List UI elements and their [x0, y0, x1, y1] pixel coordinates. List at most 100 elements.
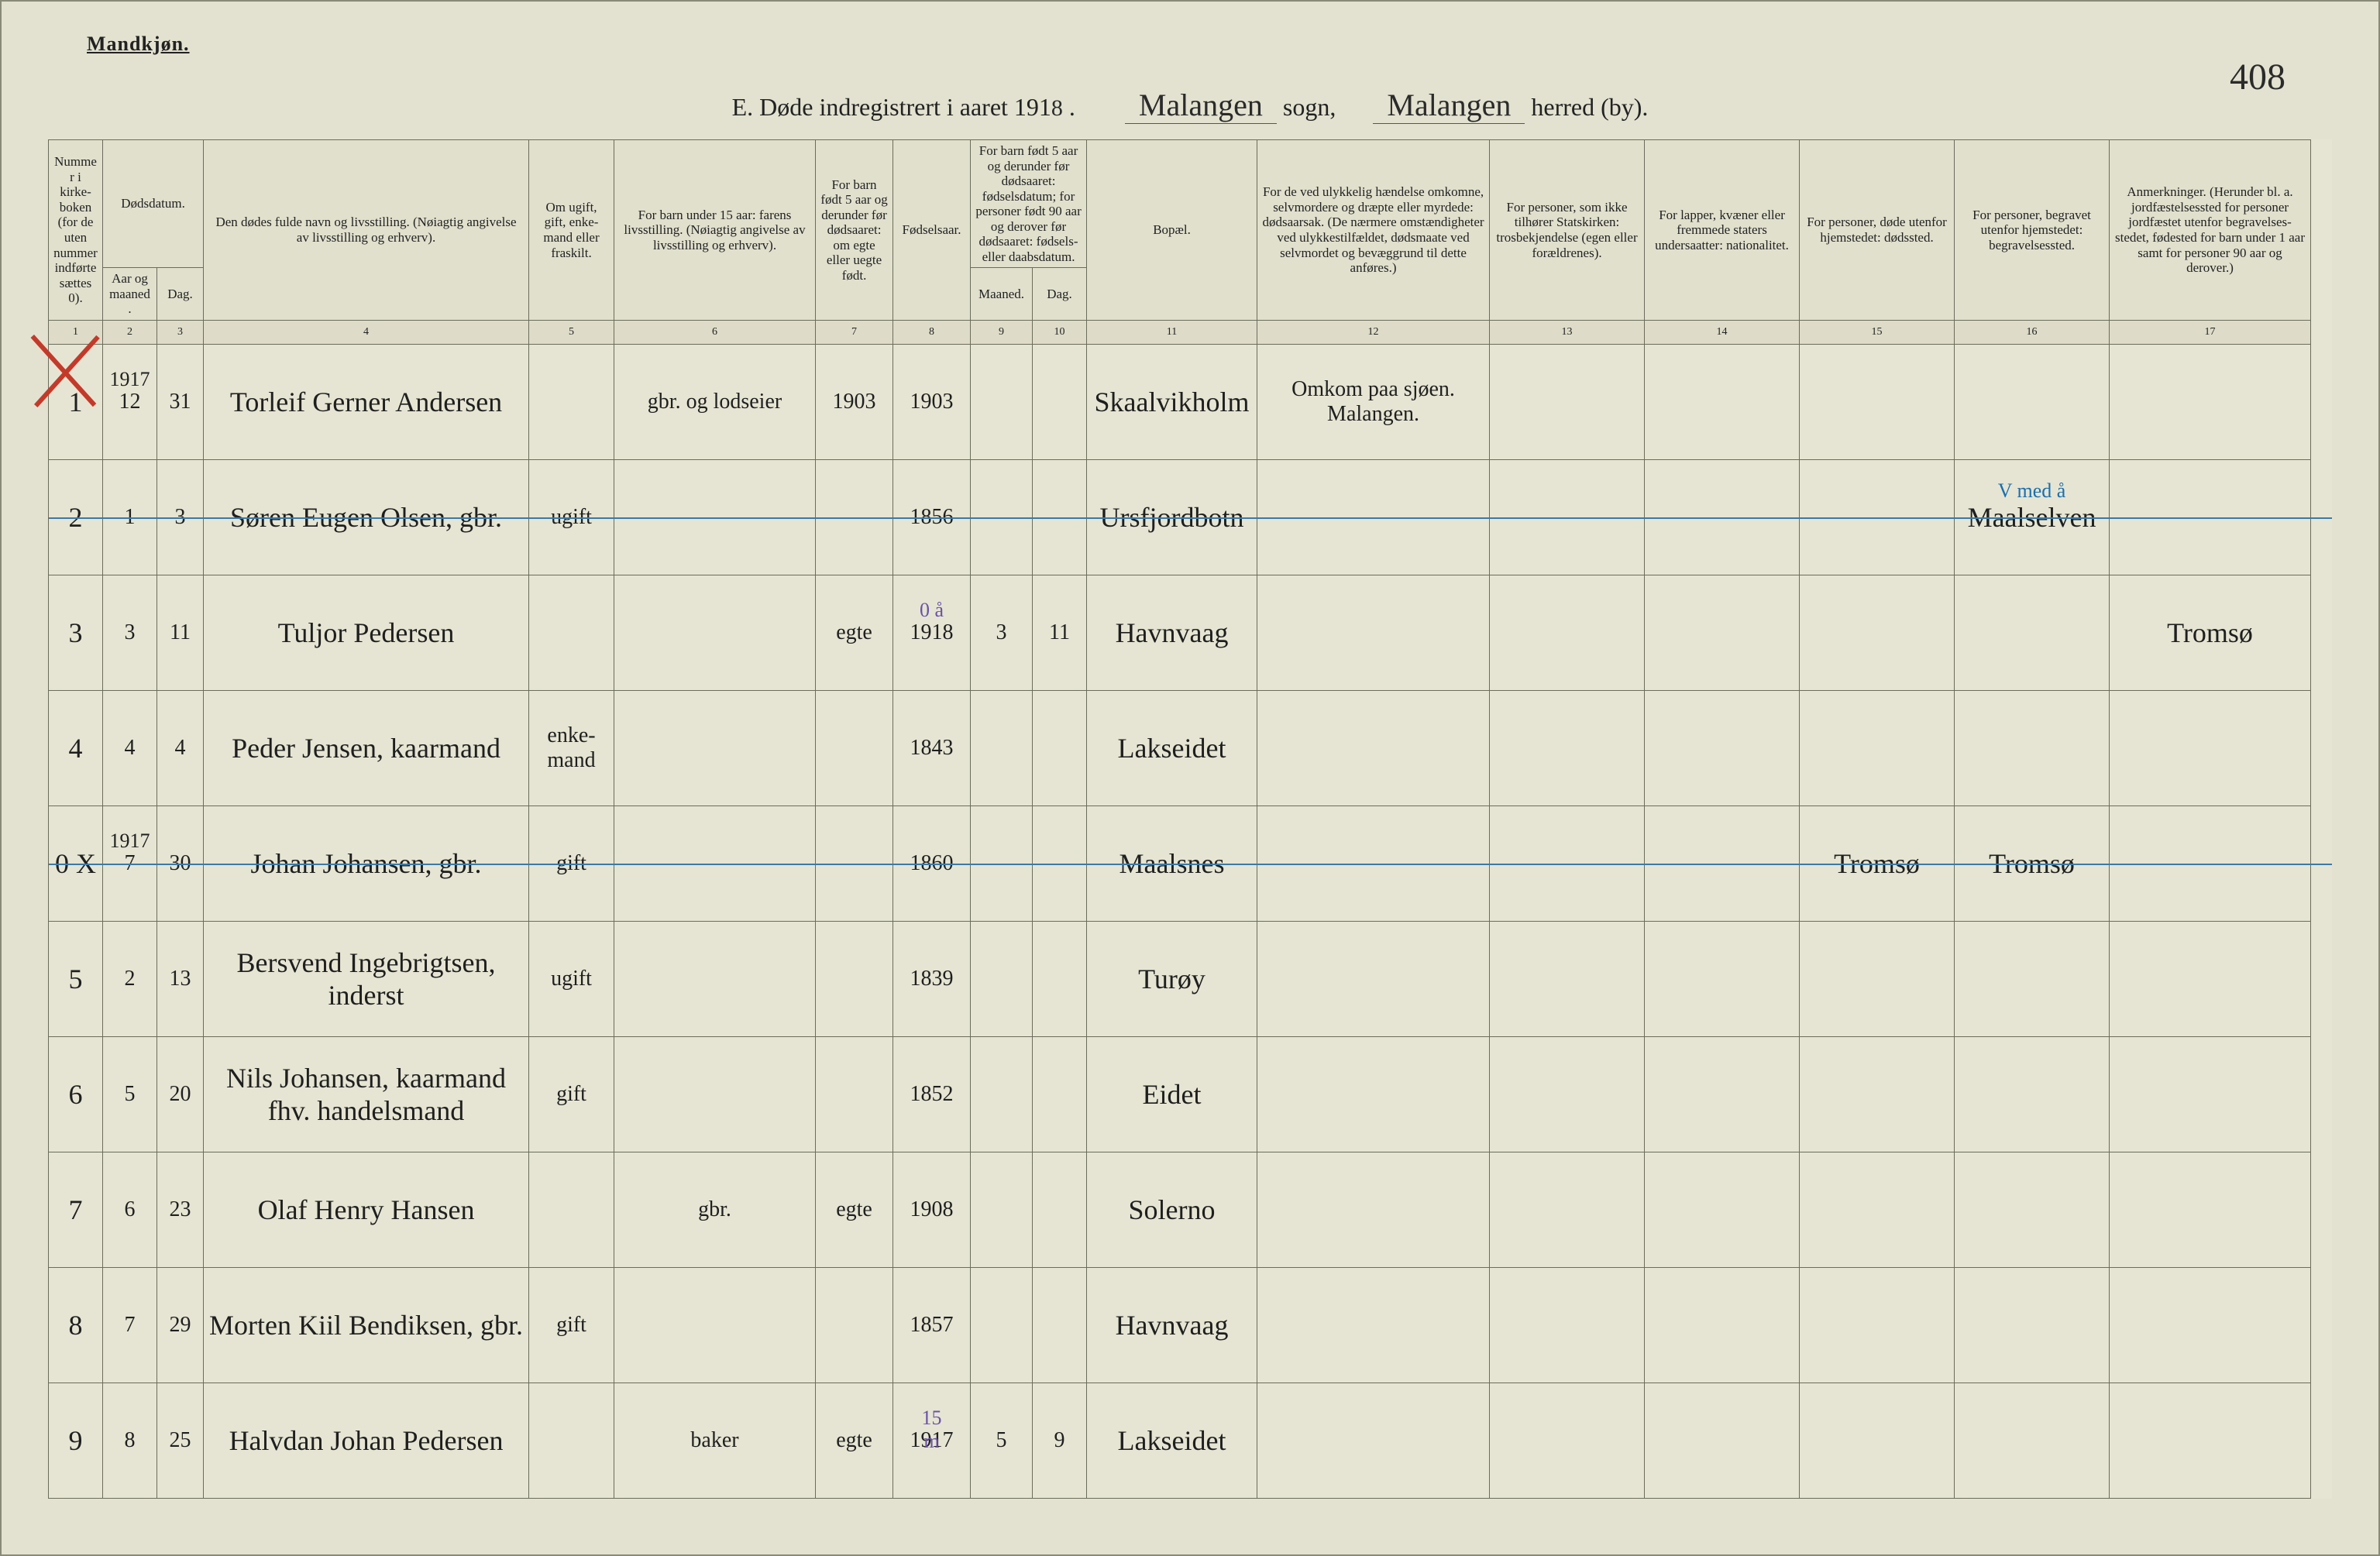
cell: gbr. og lodseier [614, 345, 816, 460]
col-1: Nummer i kirke­boken (for de uten nummer… [49, 140, 103, 321]
cell [1490, 1268, 1645, 1383]
cell [1490, 1383, 1645, 1499]
colnum: 12 [1257, 321, 1490, 345]
cell: Tromsø [1800, 806, 1955, 922]
cell: egte [816, 1383, 893, 1499]
cell [1955, 345, 2110, 460]
cell: 3 [49, 575, 103, 691]
colnum: 10 [1033, 321, 1087, 345]
gender-label: Mandkjøn. [87, 33, 190, 56]
col-11: Bopæl. [1087, 140, 1257, 321]
cell [1955, 1037, 2110, 1152]
colnum: 16 [1955, 321, 2110, 345]
cell: Lakseidet [1087, 1383, 1257, 1499]
col-6: For barn under 15 aar: farens livsstilli… [614, 140, 816, 321]
cell: 4 [103, 691, 157, 806]
cell: gift [529, 806, 614, 922]
cell [1490, 922, 1645, 1037]
header: Mandkjøn. [48, 33, 2332, 79]
title-line: E. Døde indregistrert i aaret 1918 . Mal… [48, 87, 2332, 124]
cell [1955, 691, 2110, 806]
cell [1490, 691, 1645, 806]
cell [1645, 1152, 1800, 1268]
cell [1033, 460, 1087, 575]
cell: 1908 [893, 1152, 971, 1268]
cell: 30 [157, 806, 204, 922]
colnum: 8 [893, 321, 971, 345]
cell: 1 [49, 345, 103, 460]
cell [1033, 1037, 1087, 1152]
cell: Havnvaag [1087, 1268, 1257, 1383]
col-9a: Maaned. [971, 268, 1033, 321]
table-row: 213Søren Eugen Olsen, gbr.ugift1856Ursfj… [49, 460, 2332, 575]
cell: Peder Jensen, kaarmand [204, 691, 529, 806]
cell [1955, 1268, 2110, 1383]
cell: 1857 [893, 1268, 971, 1383]
cell [971, 1268, 1033, 1383]
table-row: 3311Tuljor Pedersenegte0 å1918311Havnvaa… [49, 575, 2332, 691]
cell [1257, 1037, 1490, 1152]
col-4: Den dødes fulde navn og livsstilling. (N… [204, 140, 529, 321]
col-13: For personer, som ikke tilhører Statskir… [1490, 140, 1645, 321]
cell [614, 1037, 816, 1152]
cell: Johan Johansen, gbr. [204, 806, 529, 922]
cell: 2 [103, 922, 157, 1037]
table-row: 444Peder Jensen, kaarmandenke­mand1843La… [49, 691, 2332, 806]
cell: 1903 [816, 345, 893, 460]
cell: 7 [49, 1152, 103, 1268]
cell [1645, 460, 1800, 575]
cell [1645, 1268, 1800, 1383]
cell: Tromsø [1955, 806, 2110, 922]
cell: 3 [103, 575, 157, 691]
cell: 29 [157, 1268, 204, 1383]
table-row: 7623Olaf Henry Hansengbr.egte1908Solerno [49, 1152, 2332, 1268]
cell: 5 [103, 1037, 157, 1152]
cell [2110, 691, 2311, 806]
cell: 19177 [103, 806, 157, 922]
colnums-row: 1234567891011121314151617 [49, 321, 2332, 345]
cell: Skaalvikholm [1087, 345, 1257, 460]
cell [816, 1268, 893, 1383]
cell: 1843 [893, 691, 971, 806]
cell [816, 806, 893, 922]
cell [2110, 345, 2311, 460]
cell: 11 [157, 575, 204, 691]
cell [971, 806, 1033, 922]
cell: 9 [49, 1383, 103, 1499]
cell [614, 922, 816, 1037]
cell [529, 345, 614, 460]
colnum: 17 [2110, 321, 2311, 345]
cell: gift [529, 1037, 614, 1152]
cell: Tuljor Pedersen [204, 575, 529, 691]
cell: 5 [971, 1383, 1033, 1499]
cell: 1856 [893, 460, 971, 575]
cell [1257, 806, 1490, 922]
cell: 13 [157, 922, 204, 1037]
cell: Havnvaag [1087, 575, 1257, 691]
cell [1800, 922, 1955, 1037]
cell [1645, 575, 1800, 691]
cell: Bersvend Ingebrigtsen, inderst [204, 922, 529, 1037]
cell [1800, 460, 1955, 575]
cell: 7 [103, 1268, 157, 1383]
cell [2110, 922, 2311, 1037]
col-5: Om ugift, gift, enke­mand eller fraskilt… [529, 140, 614, 321]
cell: 25 [157, 1383, 204, 1499]
cell [614, 806, 816, 922]
cell: egte [816, 575, 893, 691]
cell: 4 [157, 691, 204, 806]
col-14: For lapper, kvæner eller fremmede stater… [1645, 140, 1800, 321]
cell: 8 [49, 1268, 103, 1383]
col-7: For barn født 5 aar og derunder før døds… [816, 140, 893, 321]
cell [1033, 691, 1087, 806]
cell [1257, 1268, 1490, 1383]
cell [614, 691, 816, 806]
cell [1955, 575, 2110, 691]
cell: 31 [157, 345, 204, 460]
cell [1800, 345, 1955, 460]
cell: 1860 [893, 806, 971, 922]
cell [1800, 1268, 1955, 1383]
cell: Turøy [1087, 922, 1257, 1037]
cell [1490, 806, 1645, 922]
table-row: 9825Halvdan Johan Pedersenbakeregte15 m1… [49, 1383, 2332, 1499]
